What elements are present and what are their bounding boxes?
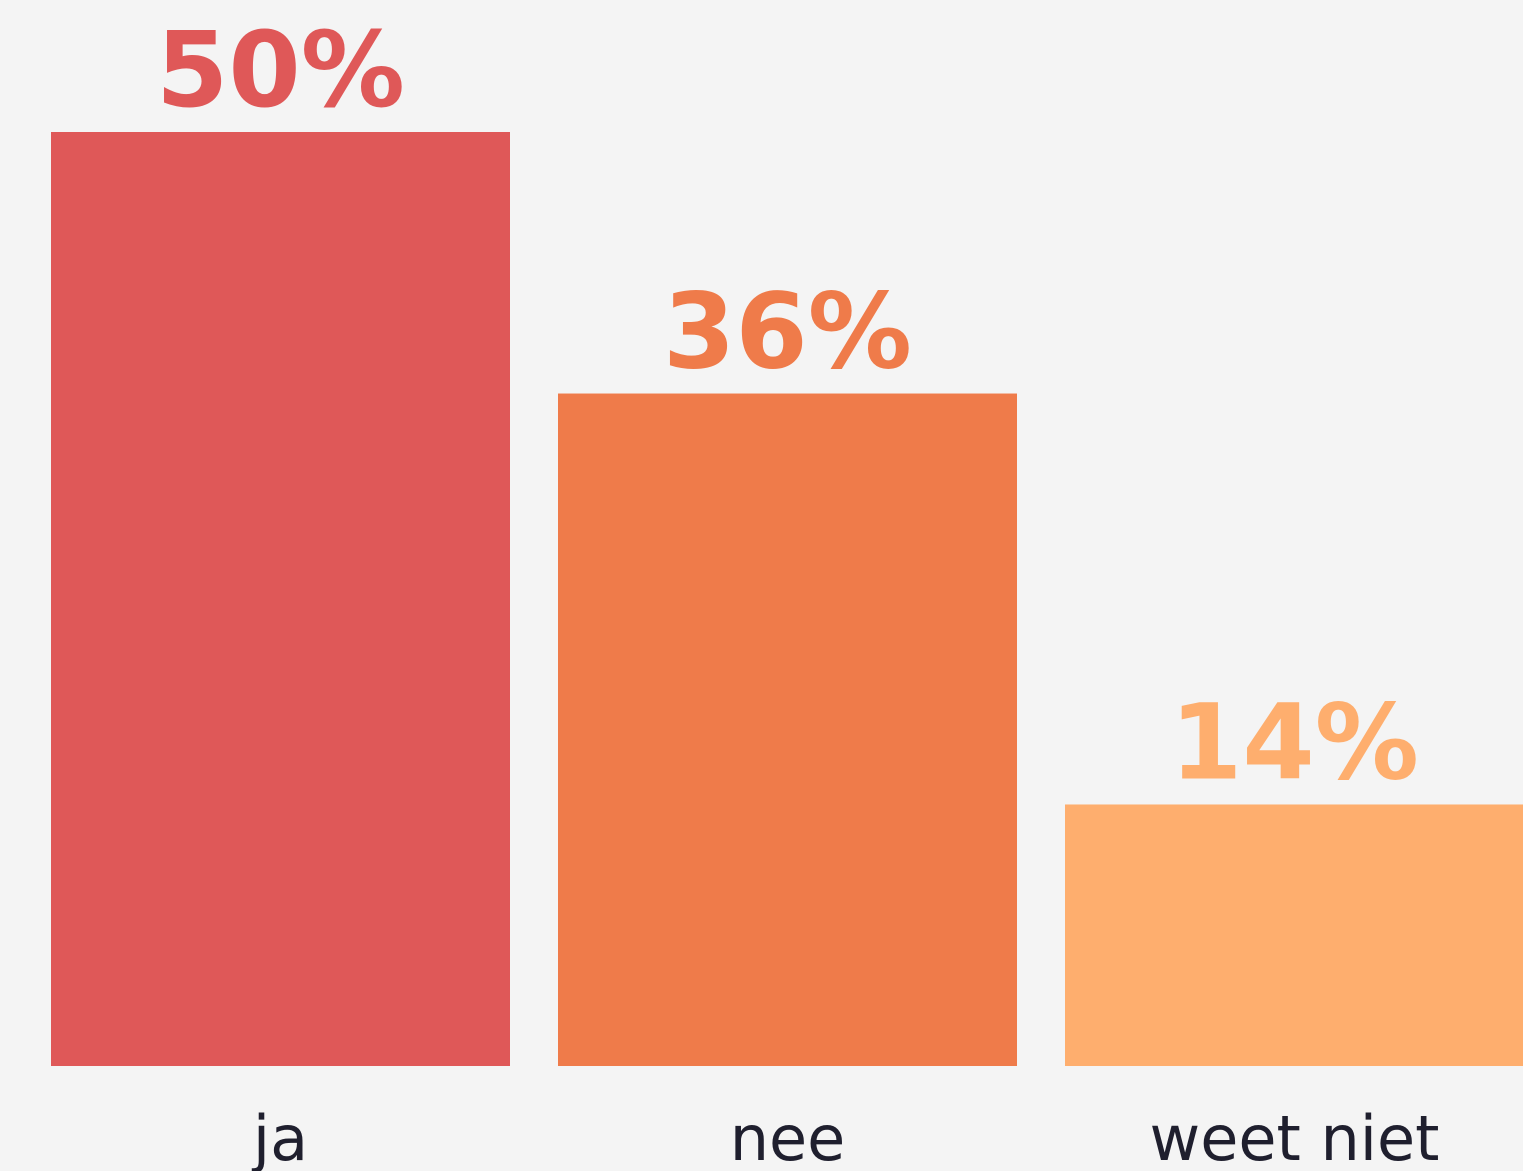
- value-label: 36%: [663, 271, 912, 393]
- bar: [51, 132, 510, 1066]
- x-tick-label: ja: [251, 1102, 308, 1171]
- x-tick-label: weet niet: [1150, 1102, 1440, 1171]
- value-label: 14%: [1170, 681, 1419, 803]
- value-label: 50%: [156, 9, 405, 131]
- bar: [1065, 804, 1523, 1066]
- x-tick-label: nee: [730, 1102, 846, 1171]
- bar: [558, 393, 1017, 1066]
